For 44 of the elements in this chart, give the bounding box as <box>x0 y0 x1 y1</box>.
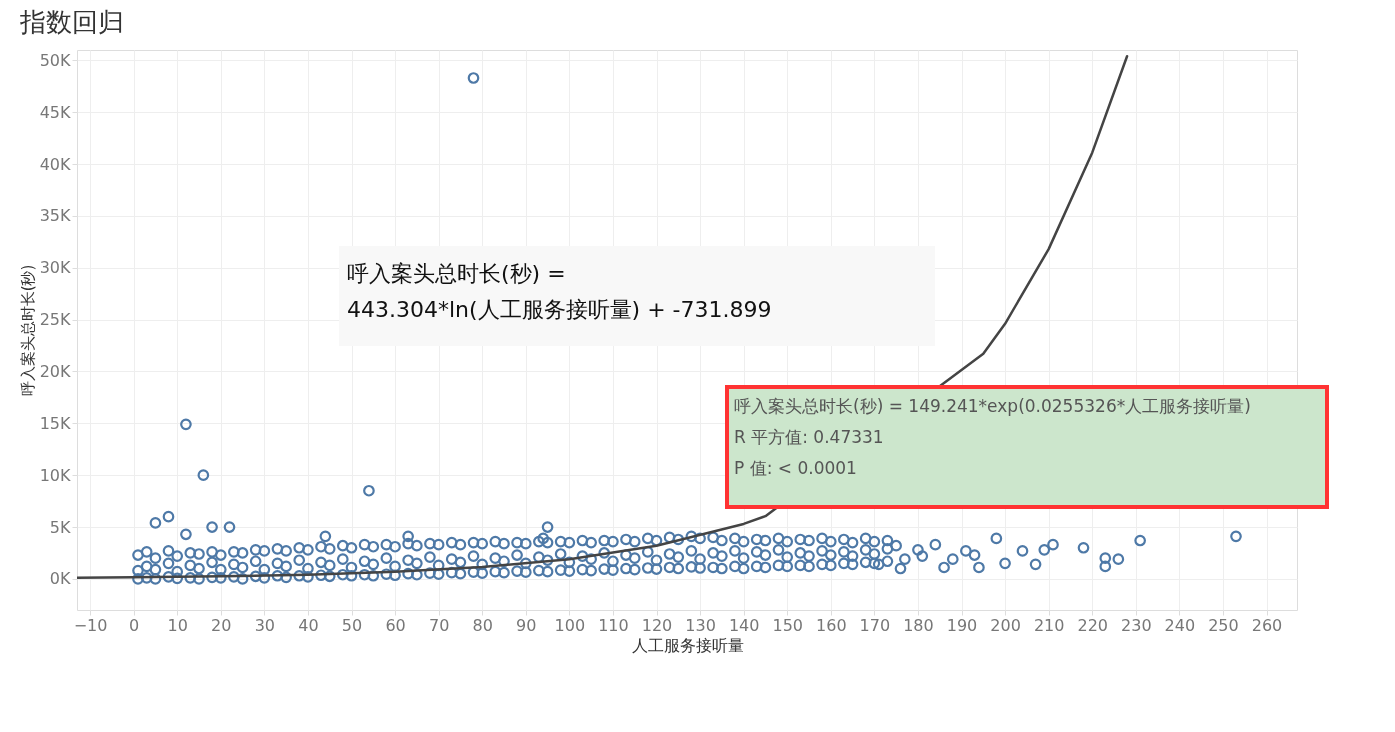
y-tick-label: 45K <box>39 102 71 122</box>
y-tick-label: 30K <box>39 258 71 278</box>
x-tick-label: 160 <box>816 615 847 635</box>
x-tick-label: 10 <box>167 615 188 635</box>
y-axis-title: 呼入案头总时长(秒) <box>18 264 37 397</box>
y-tick-label: 25K <box>39 310 71 330</box>
x-tick-label: 230 <box>1121 615 1152 635</box>
x-tick-label: 240 <box>1164 615 1196 635</box>
x-tick-label: 60 <box>385 615 406 635</box>
x-tick-label: 30 <box>254 615 276 635</box>
x-tick-label: 90 <box>516 615 537 635</box>
x-tick-label: 100 <box>554 615 586 635</box>
x-tick-label: −10 <box>73 615 108 635</box>
x-tick-label: 0 <box>129 615 140 635</box>
x-tick-label: 50 <box>341 615 363 635</box>
x-tick-label: 210 <box>1033 615 1065 635</box>
y-tick-label: 40K <box>39 154 71 174</box>
y-tick-label: 15K <box>39 413 71 433</box>
x-tick-label: 130 <box>685 615 716 635</box>
x-axis-title: 人工服务接听量 <box>631 635 744 655</box>
x-tick-label: 20 <box>211 615 232 635</box>
x-tick-label: 220 <box>1077 615 1108 635</box>
x-tick-label: 180 <box>903 615 934 635</box>
x-tick-label: 250 <box>1208 615 1239 635</box>
x-tick-label: 170 <box>859 615 891 635</box>
x-tick-label: 150 <box>772 615 803 635</box>
x-tick-label: 40 <box>298 615 319 635</box>
x-tick-label: 70 <box>428 615 450 635</box>
annotation: 呼入案头总时长(秒) = 443.304*ln(人工服务接听量) + -731.899 <box>347 261 772 322</box>
y-tick-label: 10K <box>39 465 71 485</box>
annotation: 呼入案头总时长(秒) = 149.241*exp(0.0255326*人工服务接听量) R 平方值: 0.47331 P 值: < 0.0001 <box>734 396 1251 478</box>
x-tick-label: 110 <box>598 615 629 635</box>
x-tick-label: 260 <box>1251 615 1283 635</box>
y-tick-label: 0K <box>49 569 72 589</box>
chart-title: 指数回归 <box>19 7 125 37</box>
x-tick-label: 200 <box>990 615 1021 635</box>
y-tick-label: 20K <box>39 361 71 381</box>
y-tick-label: 5K <box>49 517 72 537</box>
x-tick-label: 140 <box>728 615 760 635</box>
x-tick-label: 190 <box>946 615 978 635</box>
x-tick-label: 80 <box>472 615 493 635</box>
y-tick-label: 50K <box>39 50 71 70</box>
x-tick-label: 120 <box>641 615 673 635</box>
y-tick-label: 35K <box>39 206 71 226</box>
